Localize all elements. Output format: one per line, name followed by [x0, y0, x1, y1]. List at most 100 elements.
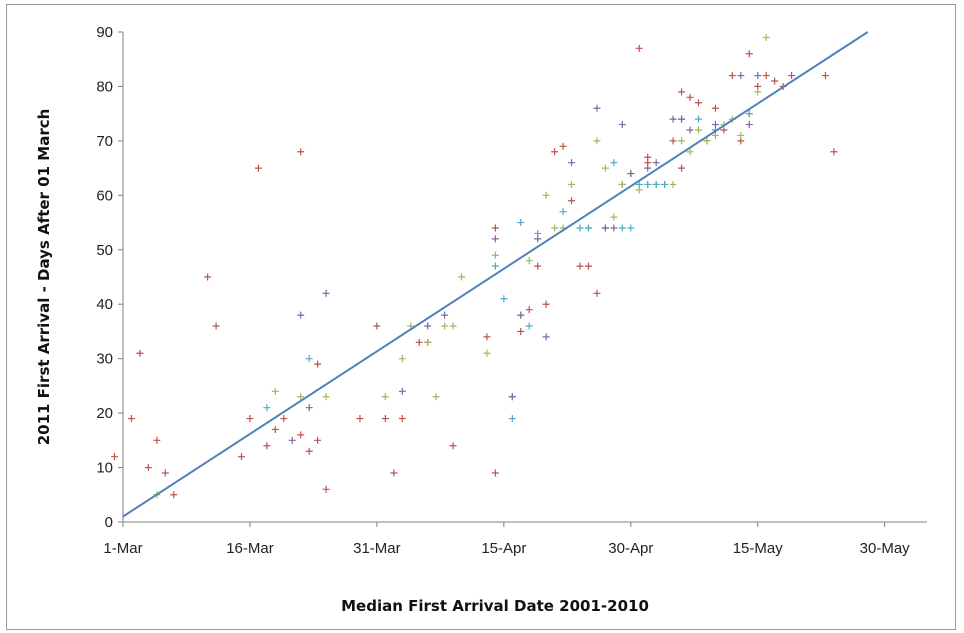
data-point — [652, 180, 660, 188]
data-point — [745, 50, 753, 58]
data-point — [754, 72, 762, 80]
data-point — [669, 115, 677, 123]
data-point — [669, 137, 677, 145]
data-point — [212, 322, 220, 330]
data-point — [534, 235, 542, 243]
data-point — [678, 115, 686, 123]
data-point — [483, 349, 491, 357]
data-point — [508, 393, 516, 401]
data-point — [830, 148, 838, 156]
y-tick-label: 40 — [96, 296, 113, 313]
data-point — [644, 180, 652, 188]
data-point — [136, 349, 144, 357]
data-point — [525, 257, 533, 265]
data-point — [491, 469, 499, 477]
data-point — [161, 469, 169, 477]
data-point — [711, 121, 719, 129]
data-point — [627, 224, 635, 232]
data-point — [517, 327, 525, 335]
data-point — [559, 142, 567, 150]
data-point — [678, 164, 686, 172]
data-point — [491, 235, 499, 243]
data-point — [737, 72, 745, 80]
axes — [122, 32, 927, 523]
data-point — [508, 415, 516, 423]
data-point — [551, 148, 559, 156]
data-points — [111, 33, 838, 499]
data-point — [449, 322, 457, 330]
data-point — [534, 262, 542, 270]
y-tick-label: 80 — [96, 78, 113, 95]
data-point — [322, 289, 330, 297]
data-point — [381, 393, 389, 401]
data-point — [297, 148, 305, 156]
x-tick-label: 30-May — [860, 540, 911, 557]
data-point — [601, 164, 609, 172]
data-point — [525, 306, 533, 314]
data-point — [254, 164, 262, 172]
data-point — [491, 251, 499, 259]
data-point — [745, 110, 753, 118]
data-point — [652, 159, 660, 167]
data-point — [271, 387, 279, 395]
data-point — [610, 159, 618, 167]
data-point — [542, 300, 550, 308]
data-point — [356, 415, 364, 423]
data-point — [610, 224, 618, 232]
data-point — [288, 436, 296, 444]
y-tick-label: 0 — [105, 514, 113, 531]
data-point — [627, 170, 635, 178]
data-point — [525, 322, 533, 330]
data-point — [728, 72, 736, 80]
x-tick-label: 1-Mar — [103, 540, 142, 557]
data-point — [568, 159, 576, 167]
data-point — [322, 393, 330, 401]
data-point — [694, 126, 702, 134]
data-point — [821, 72, 829, 80]
y-axis-title: 2011 First Arrival - Days After 01 March — [35, 109, 53, 446]
series-4 — [288, 72, 762, 444]
data-point — [297, 393, 305, 401]
data-point — [635, 44, 643, 52]
data-point — [576, 224, 584, 232]
data-point — [593, 104, 601, 112]
data-point — [441, 311, 449, 319]
data-point — [635, 180, 643, 188]
data-point — [314, 436, 322, 444]
data-point — [204, 273, 212, 281]
data-point — [491, 224, 499, 232]
data-point — [305, 447, 313, 455]
data-point — [237, 453, 245, 461]
data-point — [305, 404, 313, 412]
data-point — [686, 148, 694, 156]
chart-frame: 0 10 20 30 40 50 60 70 80 90 1-Mar 16-Mar 31-Mar 15-… — [6, 4, 956, 630]
x-axis-title: Median First Arrival Date 2001-2010 — [341, 597, 649, 615]
data-point — [517, 311, 525, 319]
data-point — [144, 464, 152, 472]
data-point — [314, 360, 322, 368]
data-point — [610, 213, 618, 221]
data-point — [559, 208, 567, 216]
data-point — [584, 262, 592, 270]
trendline — [122, 31, 869, 518]
data-point — [542, 191, 550, 199]
data-point — [297, 431, 305, 439]
data-point — [458, 273, 466, 281]
x-tick-label: 30-Apr — [608, 540, 653, 557]
y-tick-label: 60 — [96, 187, 113, 204]
data-point — [694, 115, 702, 123]
data-point — [762, 72, 770, 80]
x-tick-label: 16-Mar — [226, 540, 274, 557]
data-point — [669, 180, 677, 188]
data-point — [491, 262, 499, 270]
scatter-chart: 0 10 20 30 40 50 60 70 80 90 1-Mar 16-Mar 31-Mar 15-… — [35, 24, 927, 615]
data-point — [390, 469, 398, 477]
data-point — [424, 322, 432, 330]
x-tick-label: 15-May — [733, 540, 784, 557]
data-point — [788, 72, 796, 80]
y-tick-label: 50 — [96, 242, 113, 259]
data-point — [517, 219, 525, 227]
data-point — [762, 33, 770, 41]
data-point — [618, 180, 626, 188]
data-point — [111, 453, 119, 461]
